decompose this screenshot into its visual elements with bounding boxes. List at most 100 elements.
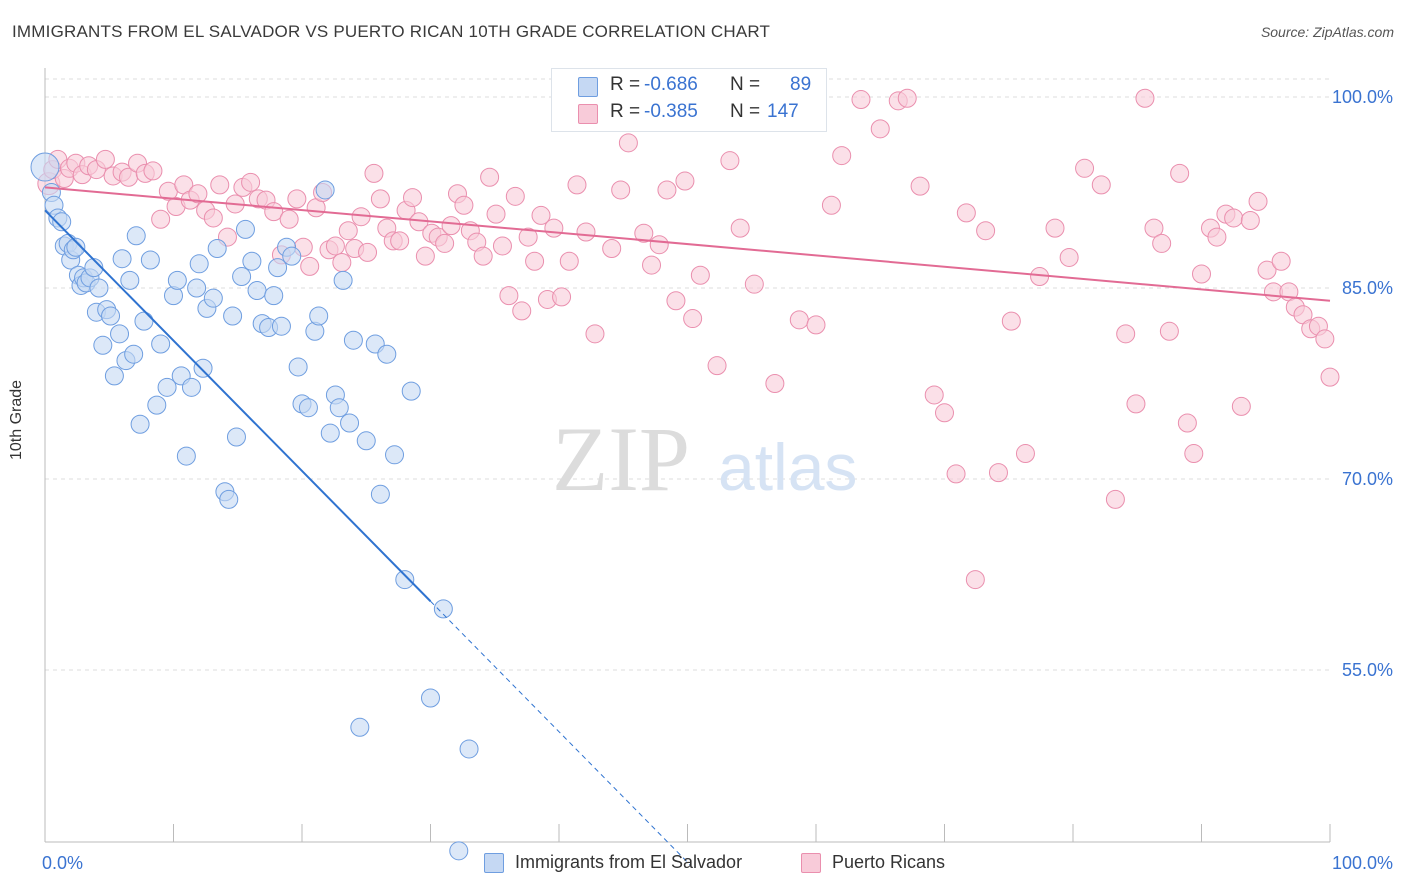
data-point-puerto-rican	[1152, 233, 1172, 253]
data-point-el-salvador	[315, 180, 335, 200]
data-point-puerto-rican	[1170, 163, 1190, 183]
data-point-el-salvador	[340, 413, 360, 433]
data-point-puerto-rican	[480, 167, 500, 187]
data-point-el-salvador	[459, 739, 479, 759]
data-point-puerto-rican	[720, 151, 740, 171]
data-point-el-salvador	[147, 395, 167, 415]
data-point-el-salvador	[298, 398, 318, 418]
stats-legend: R = -0.686 N = 89 R = -0.385 N = 147	[551, 68, 827, 132]
data-point-puerto-rican	[611, 180, 631, 200]
data-point-puerto-rican	[634, 223, 654, 243]
data-point-el-salvador	[189, 254, 209, 274]
n-label: N =	[730, 74, 761, 95]
n-label: N =	[730, 101, 761, 122]
data-point-el-salvador	[130, 414, 150, 434]
y-tick-label: 70.0%	[1342, 469, 1393, 489]
stats-row-el-salvador: R = -0.686 N = 89	[552, 74, 826, 102]
x-tick-label: 0.0%	[42, 853, 83, 873]
data-point-puerto-rican	[1320, 367, 1340, 387]
data-point-el-salvador	[30, 152, 60, 182]
data-point-puerto-rican	[512, 301, 532, 321]
data-point-el-salvador	[151, 334, 171, 354]
data-point-el-salvador	[377, 344, 397, 364]
r-value: -0.686	[644, 74, 698, 95]
y-tick-label: 85.0%	[1342, 278, 1393, 298]
data-point-puerto-rican	[618, 133, 638, 153]
data-point-puerto-rican	[1257, 260, 1277, 280]
gridlines	[45, 78, 1330, 671]
data-point-puerto-rican	[358, 242, 378, 262]
data-point-puerto-rican	[1075, 158, 1095, 178]
r-label: R =	[610, 101, 641, 122]
data-point-el-salvador	[385, 445, 405, 465]
data-point-el-salvador	[124, 344, 144, 364]
data-point-puerto-rican	[744, 274, 764, 294]
data-point-puerto-rican	[473, 246, 493, 266]
data-point-puerto-rican	[988, 463, 1008, 483]
data-point-puerto-rican	[821, 195, 841, 215]
data-point-el-salvador	[370, 484, 390, 504]
data-point-puerto-rican	[707, 356, 727, 376]
data-point-el-salvador	[104, 366, 124, 386]
data-point-el-salvador	[247, 281, 267, 301]
data-point-puerto-rican	[505, 186, 525, 206]
data-point-puerto-rican	[287, 189, 307, 209]
data-point-puerto-rican	[666, 291, 686, 311]
pink-swatch-icon	[578, 104, 598, 124]
data-point-puerto-rican	[332, 253, 352, 273]
data-point-el-salvador	[288, 357, 308, 377]
data-point-puerto-rican	[390, 231, 410, 251]
data-point-el-salvador	[157, 377, 177, 397]
data-point-puerto-rican	[300, 256, 320, 276]
data-point-el-salvador	[309, 306, 329, 326]
data-point-puerto-rican	[1315, 329, 1335, 349]
data-point-el-salvador	[235, 219, 255, 239]
data-point-el-salvador	[421, 688, 440, 708]
trend-line-puerto-ricans	[44, 186, 1331, 302]
data-point-el-salvador	[242, 251, 262, 271]
data-point-el-salvador	[333, 270, 353, 290]
y-tick-label: 100.0%	[1332, 87, 1393, 107]
data-point-el-salvador	[52, 212, 72, 232]
data-point-puerto-rican	[675, 171, 695, 191]
data-point-puerto-rican	[1116, 324, 1136, 344]
data-point-puerto-rican	[338, 221, 358, 241]
data-point-puerto-rican	[370, 189, 390, 209]
trend-line-extension	[430, 600, 691, 866]
watermark-zip: ZIP	[552, 408, 690, 510]
data-point-puerto-rican	[1207, 227, 1227, 247]
data-point-puerto-rican	[325, 236, 345, 256]
data-point-puerto-rican	[806, 315, 826, 335]
data-point-puerto-rican	[789, 310, 809, 330]
data-point-puerto-rican	[870, 119, 890, 139]
data-point-el-salvador	[268, 258, 288, 278]
data-point-puerto-rican	[1177, 413, 1197, 433]
data-point-puerto-rican	[492, 236, 512, 256]
pink-swatch-icon	[801, 853, 821, 873]
data-point-puerto-rican	[1091, 175, 1111, 195]
data-point-el-salvador	[193, 358, 213, 378]
n-value: 89	[790, 74, 812, 95]
data-point-puerto-rican	[1224, 208, 1244, 228]
data-point-puerto-rican	[832, 146, 852, 166]
data-point-puerto-rican	[364, 163, 384, 183]
data-point-puerto-rican	[585, 324, 605, 344]
data-point-el-salvador	[449, 841, 469, 861]
series-puerto-ricans	[37, 88, 1340, 590]
data-point-puerto-rican	[1126, 394, 1146, 414]
data-point-puerto-rican	[552, 287, 572, 307]
data-point-puerto-rican	[1135, 88, 1155, 108]
data-point-puerto-rican	[241, 172, 261, 192]
series-el-salvador	[30, 152, 479, 861]
data-point-puerto-rican	[1144, 218, 1164, 238]
data-point-puerto-rican	[976, 221, 996, 241]
data-point-el-salvador	[66, 237, 86, 257]
data-point-puerto-rican	[486, 204, 506, 224]
data-point-el-salvador	[120, 270, 140, 290]
data-point-puerto-rican	[576, 222, 596, 242]
data-point-el-salvador	[112, 249, 132, 269]
data-point-el-salvador	[264, 286, 284, 306]
blue-swatch-icon	[484, 853, 504, 873]
data-point-puerto-rican	[935, 403, 954, 423]
